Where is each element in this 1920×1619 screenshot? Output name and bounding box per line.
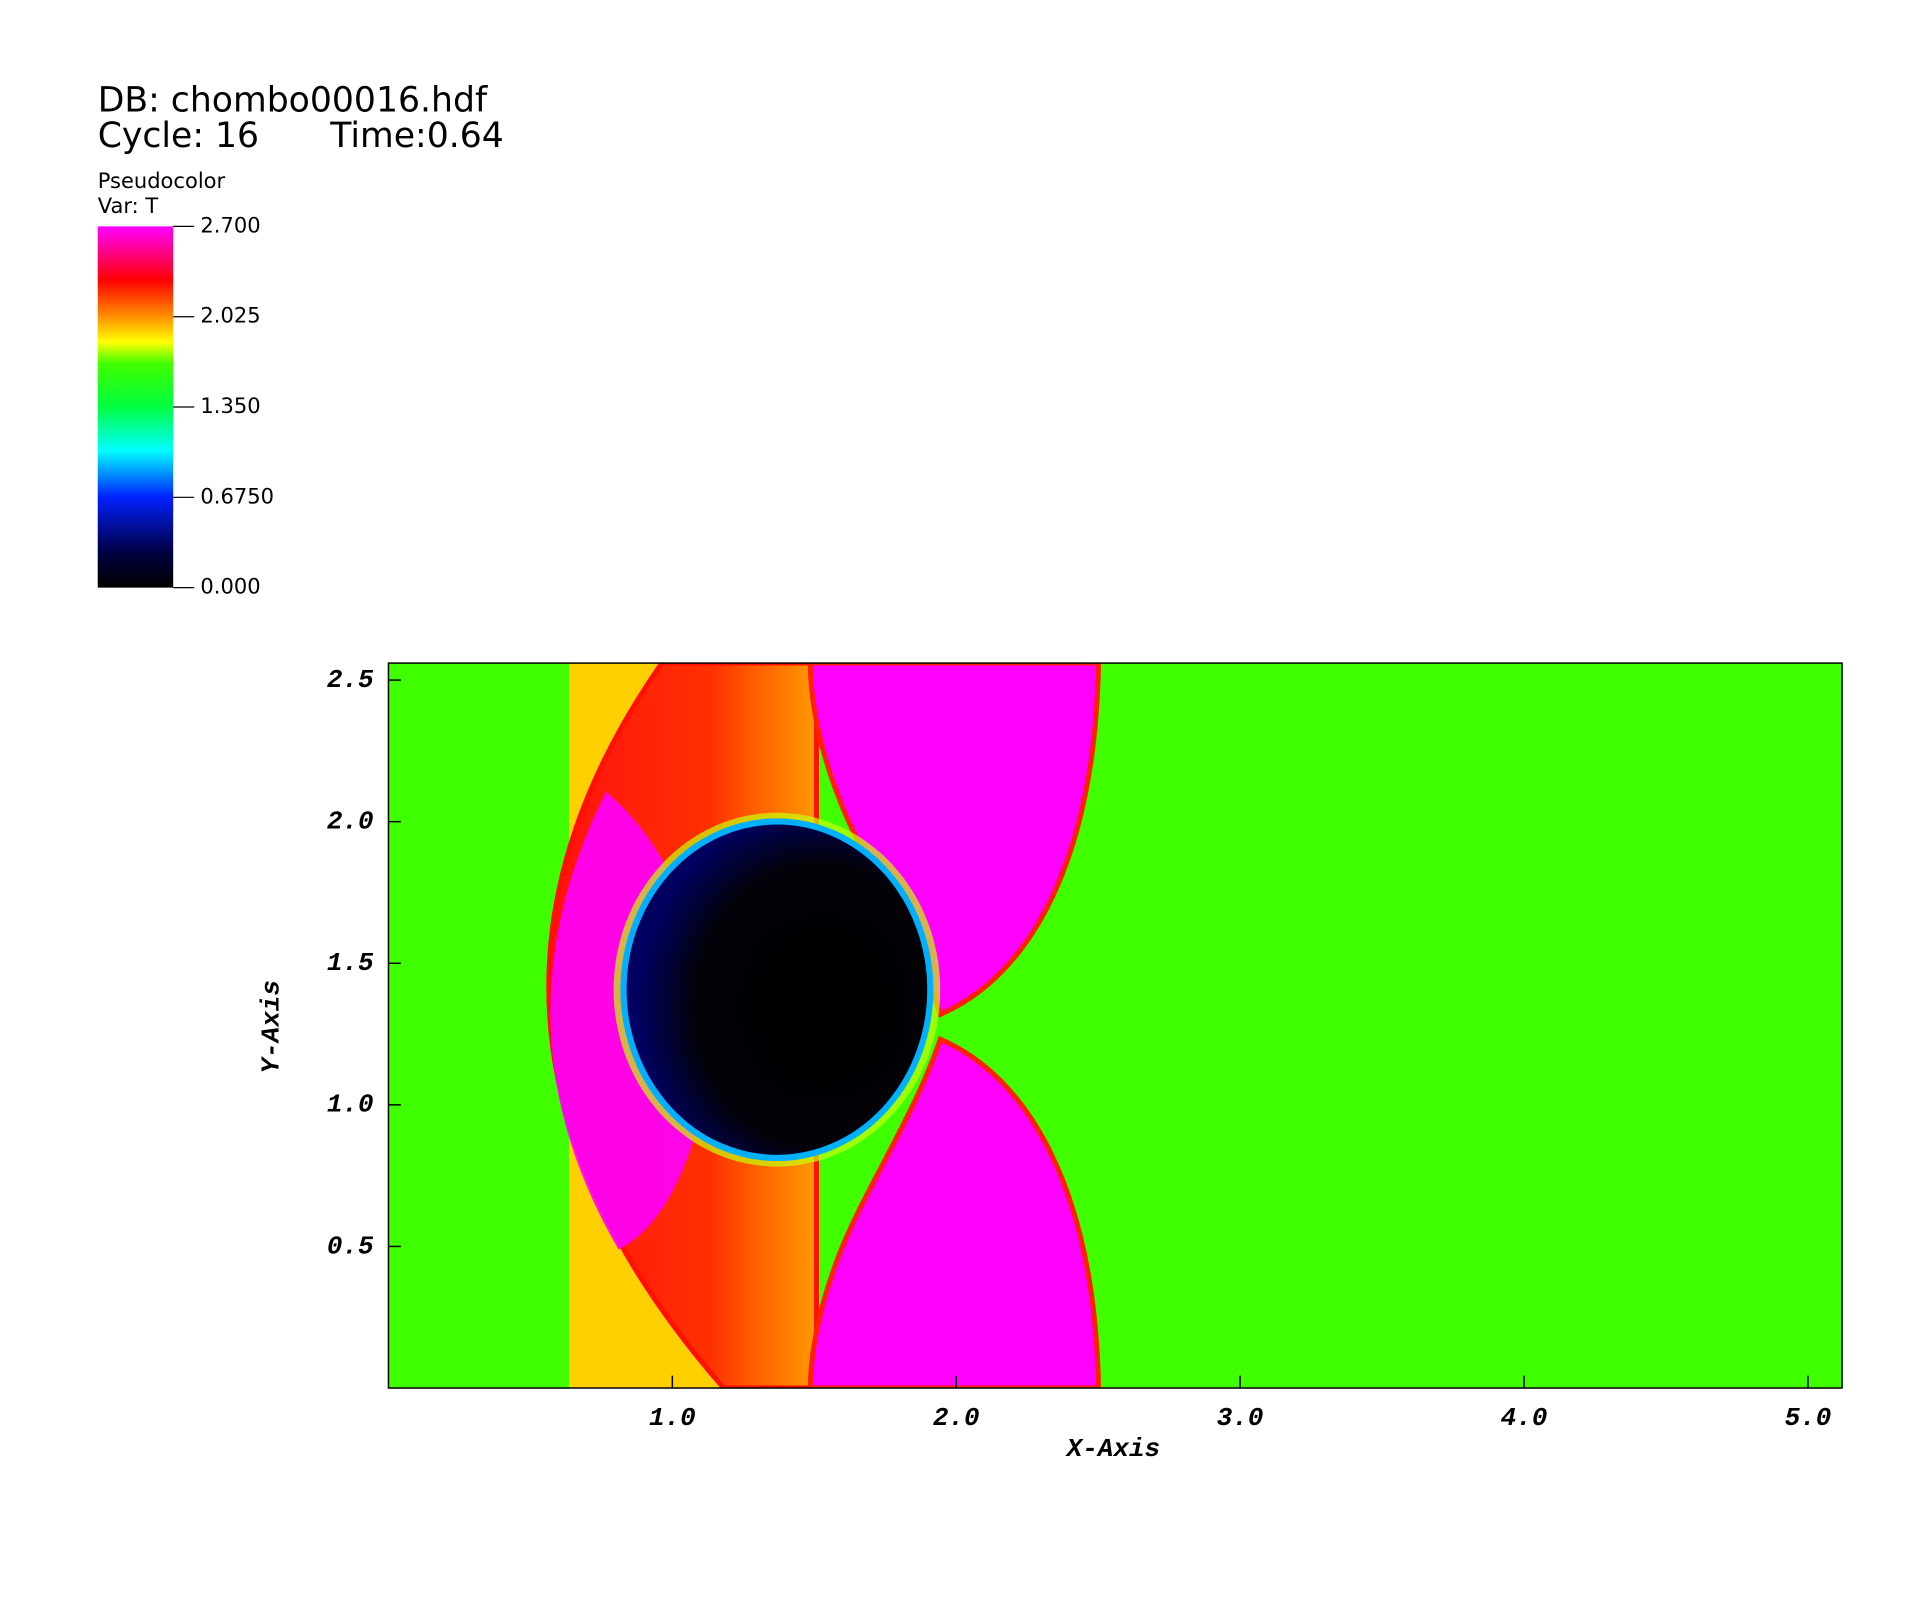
legend-title: Pseudocolor bbox=[98, 168, 226, 193]
y-axis-title: Y-Axis bbox=[256, 980, 286, 1074]
legend-tick-label: 0.000 bbox=[200, 574, 260, 599]
x-tick-label: 3.0 bbox=[1217, 1403, 1264, 1433]
x-tick-label: 5.0 bbox=[1785, 1403, 1832, 1433]
y-tick-label: 2.0 bbox=[327, 807, 374, 837]
x-tick-label: 4.0 bbox=[1501, 1403, 1548, 1433]
x-axis-title: X-Axis bbox=[1065, 1434, 1161, 1464]
legend-tick-label: 2.025 bbox=[200, 303, 260, 328]
color-bar bbox=[97, 226, 174, 588]
legend-tick-label: 2.700 bbox=[200, 212, 260, 237]
y-tick-label: 1.5 bbox=[327, 948, 374, 978]
time-label: Time:0.64 bbox=[329, 116, 504, 156]
cold-core bbox=[620, 818, 934, 1162]
view: DB: chombo00016.hdf Cycle: 16 Time:0.64 … bbox=[97, 80, 1843, 1464]
lower-lobe bbox=[807, 1035, 1102, 1389]
plot-frame bbox=[387, 662, 1843, 1389]
y-tick-label: 0.5 bbox=[327, 1231, 374, 1261]
x-tick-label: 2.0 bbox=[933, 1403, 980, 1433]
legend-tick-label: 0.6750 bbox=[200, 483, 274, 508]
legend-tick-label: 1.350 bbox=[200, 393, 260, 418]
cycle-label: Cycle: 16 bbox=[98, 116, 259, 156]
field bbox=[388, 663, 1843, 1389]
db-label: DB: chombo00016.hdf bbox=[98, 80, 488, 120]
y-tick-label: 1.0 bbox=[327, 1090, 374, 1120]
y-tick-label: 2.5 bbox=[327, 665, 374, 695]
legend-var: Var: T bbox=[98, 193, 159, 218]
x-tick-label: 1.0 bbox=[649, 1403, 696, 1433]
